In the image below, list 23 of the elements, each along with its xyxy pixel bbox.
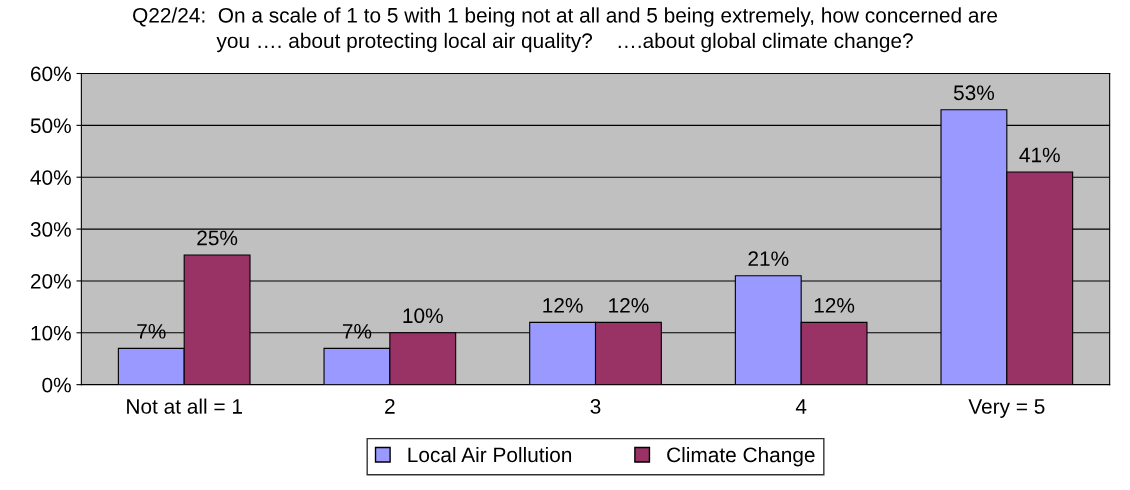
x-tick-label: 4: [795, 399, 807, 414]
y-tick-label: 40%: [30, 170, 71, 185]
y-tick-label: 20%: [30, 273, 71, 289]
text: 12%: [543, 297, 583, 313]
text: 41%: [1019, 147, 1060, 163]
text: 21%: [748, 251, 789, 266]
x-tick-label: 2: [385, 399, 395, 414]
y-tick-label: 0%: [42, 377, 71, 393]
y-tick-label: 50%: [30, 118, 71, 134]
text: 10%: [403, 308, 443, 324]
chart-title: Q22/24: On a scale of 1 to 5 with 1 being not at all and 5 being extremely, how concerned are you …. about protecting local air quality? ….about global climate change?: [133, 7, 998, 53]
legend-label: Climate Change: [667, 446, 815, 467]
x-tick-label: 3: [590, 399, 601, 414]
x-tick-label: Very = 5: [968, 399, 1045, 418]
text: 53%: [953, 85, 995, 101]
text: 25%: [197, 230, 238, 246]
text: 12%: [814, 297, 855, 313]
y-tick-label: 30%: [30, 222, 71, 237]
y-tick-label: 10%: [31, 325, 71, 341]
legend-label: Local Air Pollution: [408, 446, 572, 463]
x-tick-label: Not at all = 1: [127, 398, 242, 414]
y-tick-label: 60%: [31, 66, 71, 82]
text: 12%: [609, 297, 649, 313]
